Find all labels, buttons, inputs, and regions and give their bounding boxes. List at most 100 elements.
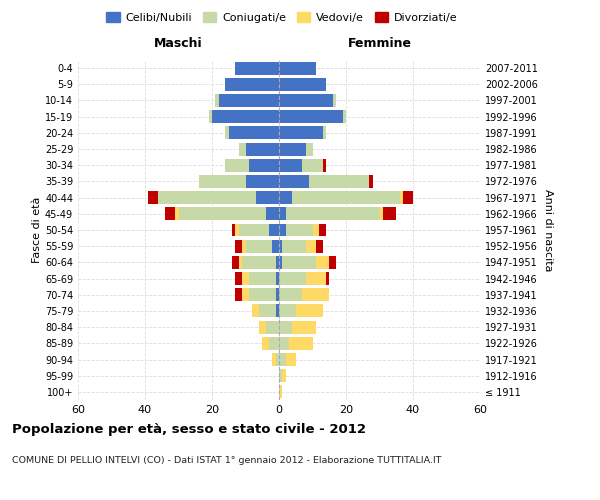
Bar <box>242 272 249 285</box>
Bar <box>272 353 275 366</box>
Bar <box>229 126 279 140</box>
Bar <box>279 78 326 91</box>
Bar <box>239 142 245 156</box>
Bar <box>306 240 316 252</box>
Bar <box>279 126 323 140</box>
Bar <box>239 224 269 236</box>
Bar <box>370 175 373 188</box>
Bar <box>323 126 326 140</box>
Bar <box>256 191 279 204</box>
Bar <box>403 191 413 204</box>
Bar <box>279 208 286 220</box>
Bar <box>239 256 242 269</box>
Bar <box>226 159 249 172</box>
Bar <box>292 191 400 204</box>
Bar <box>286 224 313 236</box>
Bar <box>283 240 306 252</box>
Text: Popolazione per età, sesso e stato civile - 2012: Popolazione per età, sesso e stato civil… <box>12 422 366 436</box>
Bar <box>319 224 326 236</box>
Bar <box>279 175 309 188</box>
Text: Femmine: Femmine <box>347 38 412 51</box>
Bar <box>266 208 279 220</box>
Bar <box>158 191 256 204</box>
Bar <box>232 224 235 236</box>
Bar <box>279 386 283 398</box>
Bar <box>313 224 319 236</box>
Bar <box>302 159 323 172</box>
Bar <box>279 369 283 382</box>
Bar <box>279 224 286 236</box>
Bar <box>380 208 383 220</box>
Bar <box>279 191 292 204</box>
Bar <box>283 256 316 269</box>
Bar <box>235 288 242 301</box>
Bar <box>323 159 326 172</box>
Bar <box>286 208 380 220</box>
Bar <box>279 353 286 366</box>
Bar <box>269 224 279 236</box>
Bar <box>226 126 229 140</box>
Bar <box>235 272 242 285</box>
Y-axis label: Fasce di età: Fasce di età <box>32 197 42 263</box>
Bar <box>259 304 275 318</box>
Bar <box>326 272 329 285</box>
Bar <box>175 208 179 220</box>
Bar <box>279 272 306 285</box>
Bar <box>316 256 329 269</box>
Text: Maschi: Maschi <box>154 38 203 51</box>
Bar <box>279 159 302 172</box>
Bar <box>400 191 403 204</box>
Legend: Celibi/Nubili, Coniugati/e, Vedovi/e, Divorziati/e: Celibi/Nubili, Coniugati/e, Vedovi/e, Di… <box>102 8 462 28</box>
Bar <box>266 320 279 334</box>
Bar <box>235 62 279 74</box>
Bar <box>279 240 283 252</box>
Bar <box>245 175 279 188</box>
Bar <box>275 256 279 269</box>
Bar <box>272 240 279 252</box>
Bar <box>279 304 296 318</box>
Bar <box>179 208 266 220</box>
Bar <box>302 288 329 301</box>
Bar <box>249 272 275 285</box>
Bar <box>235 224 239 236</box>
Bar <box>275 353 279 366</box>
Bar <box>269 337 279 350</box>
Bar <box>242 288 249 301</box>
Bar <box>215 94 218 107</box>
Bar <box>235 240 242 252</box>
Bar <box>199 175 245 188</box>
Bar <box>279 94 332 107</box>
Bar <box>283 369 286 382</box>
Bar <box>275 272 279 285</box>
Bar <box>245 142 279 156</box>
Bar <box>279 62 316 74</box>
Bar <box>306 272 326 285</box>
Bar <box>289 337 313 350</box>
Bar <box>279 256 283 269</box>
Bar <box>226 78 279 91</box>
Bar <box>212 110 279 123</box>
Bar <box>275 304 279 318</box>
Bar <box>316 240 323 252</box>
Y-axis label: Anni di nascita: Anni di nascita <box>543 188 553 271</box>
Bar <box>292 320 316 334</box>
Bar <box>279 110 343 123</box>
Bar <box>262 337 269 350</box>
Bar <box>279 142 306 156</box>
Bar <box>165 208 175 220</box>
Bar <box>329 256 336 269</box>
Bar <box>148 191 158 204</box>
Bar <box>343 110 346 123</box>
Bar <box>279 320 292 334</box>
Bar <box>218 94 279 107</box>
Bar <box>332 94 336 107</box>
Bar <box>252 304 259 318</box>
Bar <box>279 288 302 301</box>
Bar <box>242 240 245 252</box>
Bar <box>306 142 313 156</box>
Bar <box>259 320 266 334</box>
Bar <box>245 240 272 252</box>
Bar <box>286 353 296 366</box>
Text: COMUNE DI PELLIO INTELVI (CO) - Dati ISTAT 1° gennaio 2012 - Elaborazione TUTTIT: COMUNE DI PELLIO INTELVI (CO) - Dati IST… <box>12 456 442 465</box>
Bar <box>383 208 396 220</box>
